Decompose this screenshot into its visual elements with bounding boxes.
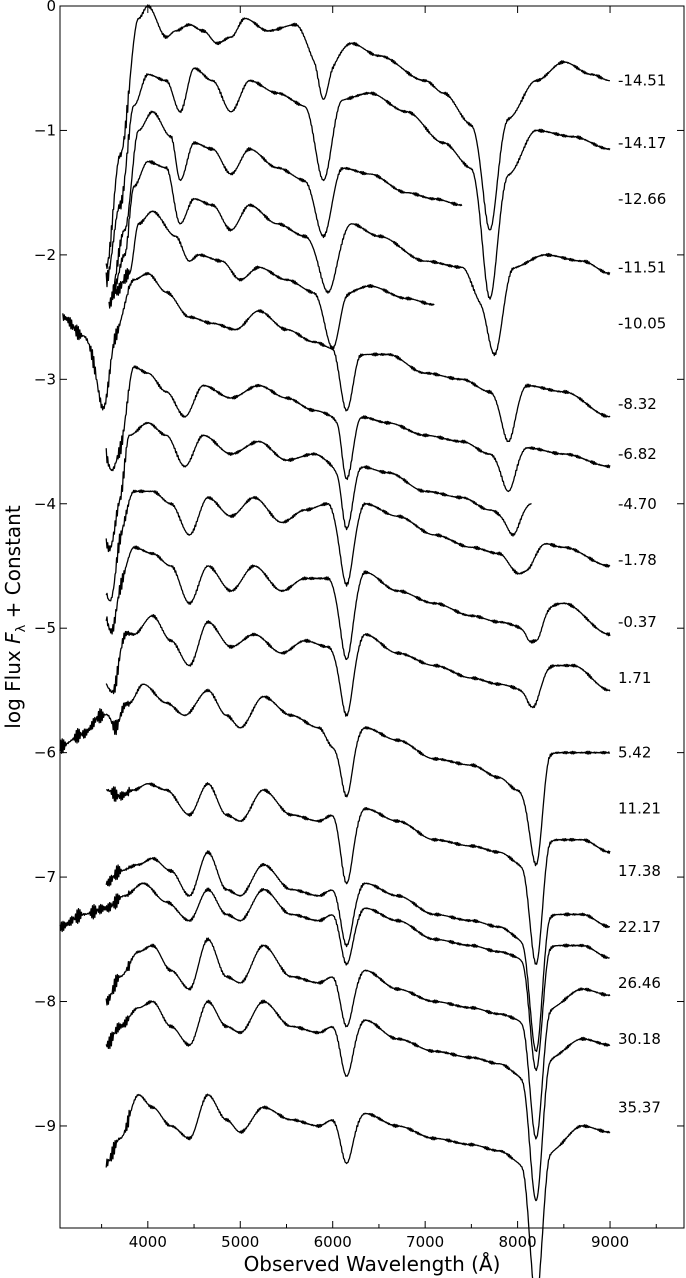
spectrum-line — [105, 67, 611, 300]
x-tick-label: 7000 — [406, 1233, 444, 1251]
epoch-label: -11.51 — [618, 258, 666, 276]
y-axis-title-sub: λ — [14, 624, 29, 632]
x-tick-label: 5000 — [221, 1233, 259, 1251]
y-axis-title-var: F — [1, 632, 25, 644]
spectrum-line — [62, 271, 611, 443]
y-tick-label: −3 — [34, 370, 56, 388]
y-tick-label: 0 — [46, 0, 56, 15]
epoch-label: -10.05 — [618, 314, 666, 332]
y-axis-title-suffix: + Constant — [1, 505, 25, 625]
spectrum-line — [112, 160, 611, 357]
x-tick-label: 4000 — [129, 1233, 167, 1251]
y-tick-label: −4 — [34, 495, 56, 513]
epoch-label: 35.37 — [618, 1098, 661, 1116]
epoch-label: -12.66 — [618, 190, 666, 208]
epoch-label: 26.46 — [618, 974, 661, 992]
epoch-label: 17.38 — [618, 862, 661, 880]
y-tick-labels: 0 −1 −2 −3 −4 −5 −6 −7 −8 −9 — [34, 0, 56, 1135]
y-tick-label: −2 — [34, 246, 56, 264]
epoch-label: -1.78 — [618, 551, 657, 569]
y-tick-label: −1 — [34, 121, 56, 139]
spectrum-line — [105, 421, 532, 553]
spectrum-line — [114, 210, 435, 351]
epoch-label: 30.18 — [618, 1030, 661, 1048]
epoch-label: 1.71 — [618, 669, 651, 687]
epoch-labels: -14.51 -14.17 -12.66 -11.51 -10.05 -8.32 -6.82… — [618, 72, 666, 1117]
epoch-label: -4.70 — [618, 495, 657, 513]
spectrum-line — [106, 782, 611, 965]
y-tick-label: −9 — [34, 1117, 56, 1135]
x-tick-label: 8000 — [499, 1233, 537, 1251]
y-tick-label: −5 — [34, 619, 56, 637]
spectrum-line — [105, 545, 611, 661]
epoch-label: 22.17 — [618, 918, 661, 936]
spectrum-line — [105, 4, 610, 270]
x-axis-title: Observed Wavelength (Å) — [244, 1252, 501, 1276]
epoch-label: 11.21 — [618, 800, 661, 818]
axis-ticks — [60, 5, 684, 1228]
x-tick-label: 6000 — [314, 1233, 352, 1251]
spectrum-line — [105, 937, 611, 1140]
spectrum-line — [59, 683, 611, 867]
epoch-label: 5.42 — [618, 744, 651, 762]
y-axis-title: log Flux Fλ + Constant — [1, 505, 29, 729]
y-axis-title-prefix: log Flux — [1, 644, 25, 729]
y-tick-label: −6 — [34, 744, 56, 762]
y-tick-label: −8 — [34, 993, 56, 1011]
y-tick-label: −7 — [34, 868, 56, 886]
spectrum-line — [105, 365, 611, 493]
spectrum-line — [105, 489, 611, 602]
epoch-label: -14.17 — [618, 134, 666, 152]
spectrum-line — [105, 1093, 611, 1278]
plot-frame — [59, 5, 685, 1229]
epoch-label: -14.51 — [618, 72, 666, 90]
spectrum-line — [108, 110, 463, 309]
spectra-group — [59, 4, 611, 1278]
spectrum-line — [105, 614, 611, 717]
epoch-label: -0.37 — [618, 613, 657, 631]
epoch-label: -8.32 — [618, 395, 657, 413]
spectrum-line — [105, 999, 611, 1202]
x-tick-label: 9000 — [591, 1233, 629, 1251]
spectrum-line — [105, 850, 610, 1053]
spectrum-line — [59, 882, 610, 1072]
x-tick-labels: 4000 5000 6000 7000 8000 9000 — [129, 1233, 629, 1251]
epoch-label: -6.82 — [618, 445, 657, 463]
